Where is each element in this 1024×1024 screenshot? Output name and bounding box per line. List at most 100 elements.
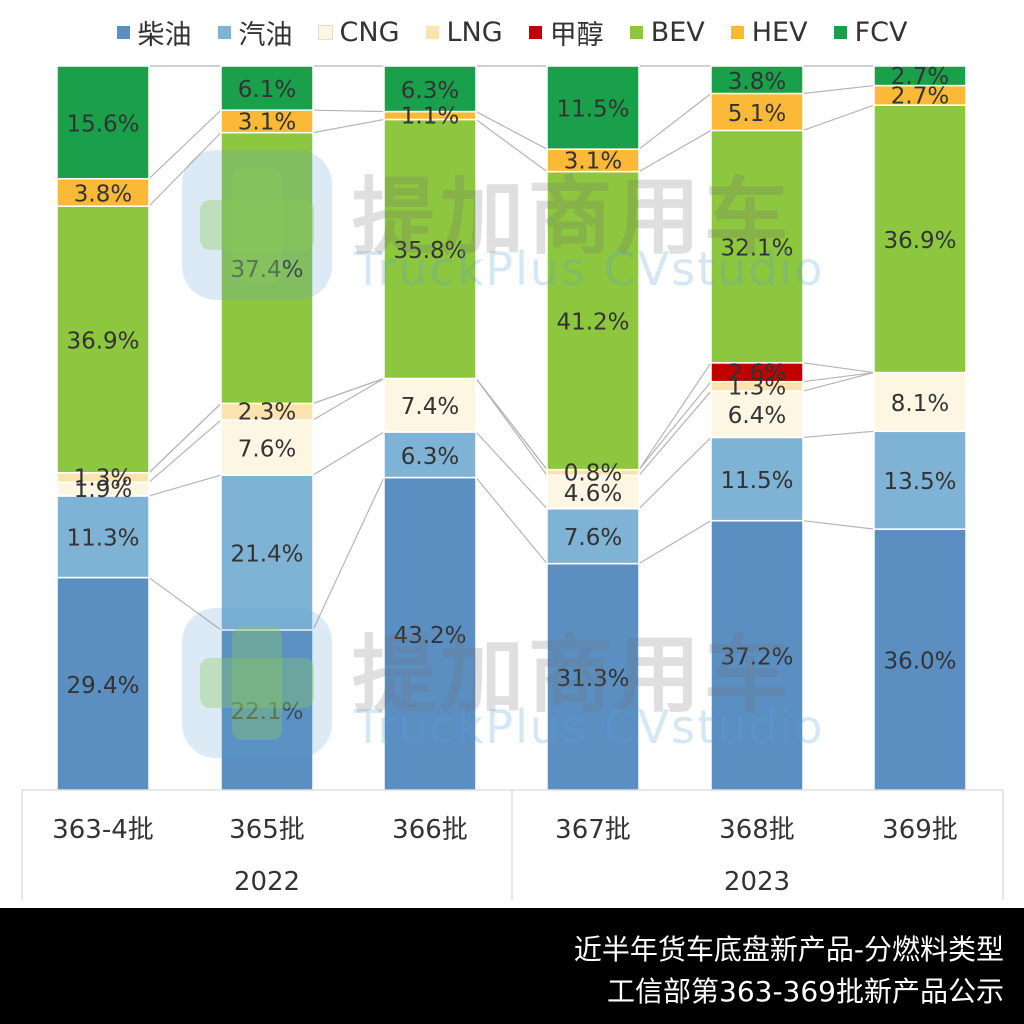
x-group-label: 2022 [234,867,300,897]
data-label: 3.8% [74,181,132,207]
series-connector-line [312,431,385,476]
data-label: 36.0% [883,649,956,675]
series-connector-line [312,109,385,113]
bar-segment [710,390,804,439]
series-connector-line [312,118,385,134]
data-label: 37.4% [230,257,303,283]
x-tick-label: 363-4批 [52,815,154,845]
data-label: 2.3% [238,400,296,426]
data-label: 1.3% [728,374,786,400]
legend-swatch [317,24,333,40]
data-label: 1.3% [74,465,132,491]
legend-label: FCV [854,16,908,48]
series-connector-line [802,362,875,374]
legend-item: 柴油 [116,13,192,52]
series-connector-line [148,132,222,207]
legend-swatch [730,25,744,39]
data-label: 6.4% [728,403,786,429]
series-connector-line [475,119,548,173]
data-label: 11.5% [556,97,629,123]
stacked-bar-chart: 29.4%11.3%1.9%1.3%36.9%3.8%15.6%22.1%21.… [21,64,1004,900]
legend-label: LNG [446,16,503,48]
legend-label: 柴油 [137,19,192,51]
series-connector-line [148,419,222,483]
legend-label: 汽油 [238,19,293,51]
data-label: 11.3% [66,526,139,552]
data-label: 41.2% [556,310,629,336]
legend-item: HEV [730,16,808,48]
bar-segment [710,92,804,132]
bar-segment [546,474,640,510]
footer-subtitle: 工信部第363-369批新产品公示 [607,975,1004,1008]
bar-segment [383,118,477,380]
series-connector-line [475,477,548,564]
data-label: 15.6% [66,111,139,137]
series-connector-line [148,474,222,497]
bar-segment [220,131,314,405]
series-connector-line [638,93,712,150]
series-connector-line [802,84,875,95]
data-label: 21.4% [230,542,303,568]
bar-segment [383,431,477,479]
legend-label: BEV [650,16,705,48]
data-label: 6.1% [238,77,296,103]
data-label: 13.5% [883,469,956,495]
series-connector-line [638,436,712,510]
bar-segment [873,371,967,433]
bar-segment [873,430,967,530]
legend-swatch [116,25,130,39]
data-label: 8.1% [891,391,949,417]
x-tick-label: 367批 [555,815,631,845]
legend-item: CNG [317,16,400,48]
data-label: 7.6% [564,525,622,551]
data-label: 6.3% [401,444,459,470]
data-label: 7.6% [238,437,296,463]
footer-title: 近半年货车底盘新产品-分燃料类型 [573,933,1004,966]
x-group-label: 2023 [724,867,790,897]
legend-item: LNG [425,16,503,48]
data-label: 2.7% [891,83,949,109]
data-label: 29.4% [66,673,139,699]
data-label: 1.1% [401,104,459,130]
series-connector-line [802,371,875,392]
data-label: 31.3% [556,666,629,692]
bar-segment [873,65,967,87]
series-connector-line [802,371,875,383]
bar-segment [56,495,150,579]
bar-segment [56,205,150,474]
legend-swatch [528,25,542,39]
legend-label: HEV [751,16,808,48]
bar-segment [56,65,150,180]
data-label: 6.3% [401,78,459,104]
data-label: 37.2% [720,644,793,670]
bar-segment [873,104,967,374]
data-label: 32.1% [720,236,793,262]
series-connector-line [802,430,875,439]
bar-segment [546,507,640,565]
series-connector-line [475,378,548,470]
bar-segment [220,65,314,111]
bar-segment [56,576,150,791]
bar-segment [873,528,967,791]
series-connector-line [148,577,222,631]
x-tick-label: 366批 [392,815,468,845]
bar-segment [220,474,314,631]
legend-swatch [425,25,439,39]
bar-segment [383,476,477,791]
legend-swatch [217,25,231,39]
data-label: 4.6% [564,481,622,507]
footer-banner: 近半年货车底盘新产品-分燃料类型 工信部第363-369批新产品公示 [0,908,1024,1024]
series-connector-line [638,390,712,476]
bar-segment [383,65,477,113]
data-label: 3.1% [564,148,622,174]
series-connector-line [802,520,875,530]
data-label: 2.6% [728,360,786,386]
bar-segment [546,65,640,150]
series-connector-line [312,377,385,421]
legend-label: CNG [339,16,400,48]
bar-segment [383,377,477,433]
data-label: 0.8% [564,460,622,486]
data-label: 11.5% [720,468,793,494]
legend-swatch [629,25,643,39]
